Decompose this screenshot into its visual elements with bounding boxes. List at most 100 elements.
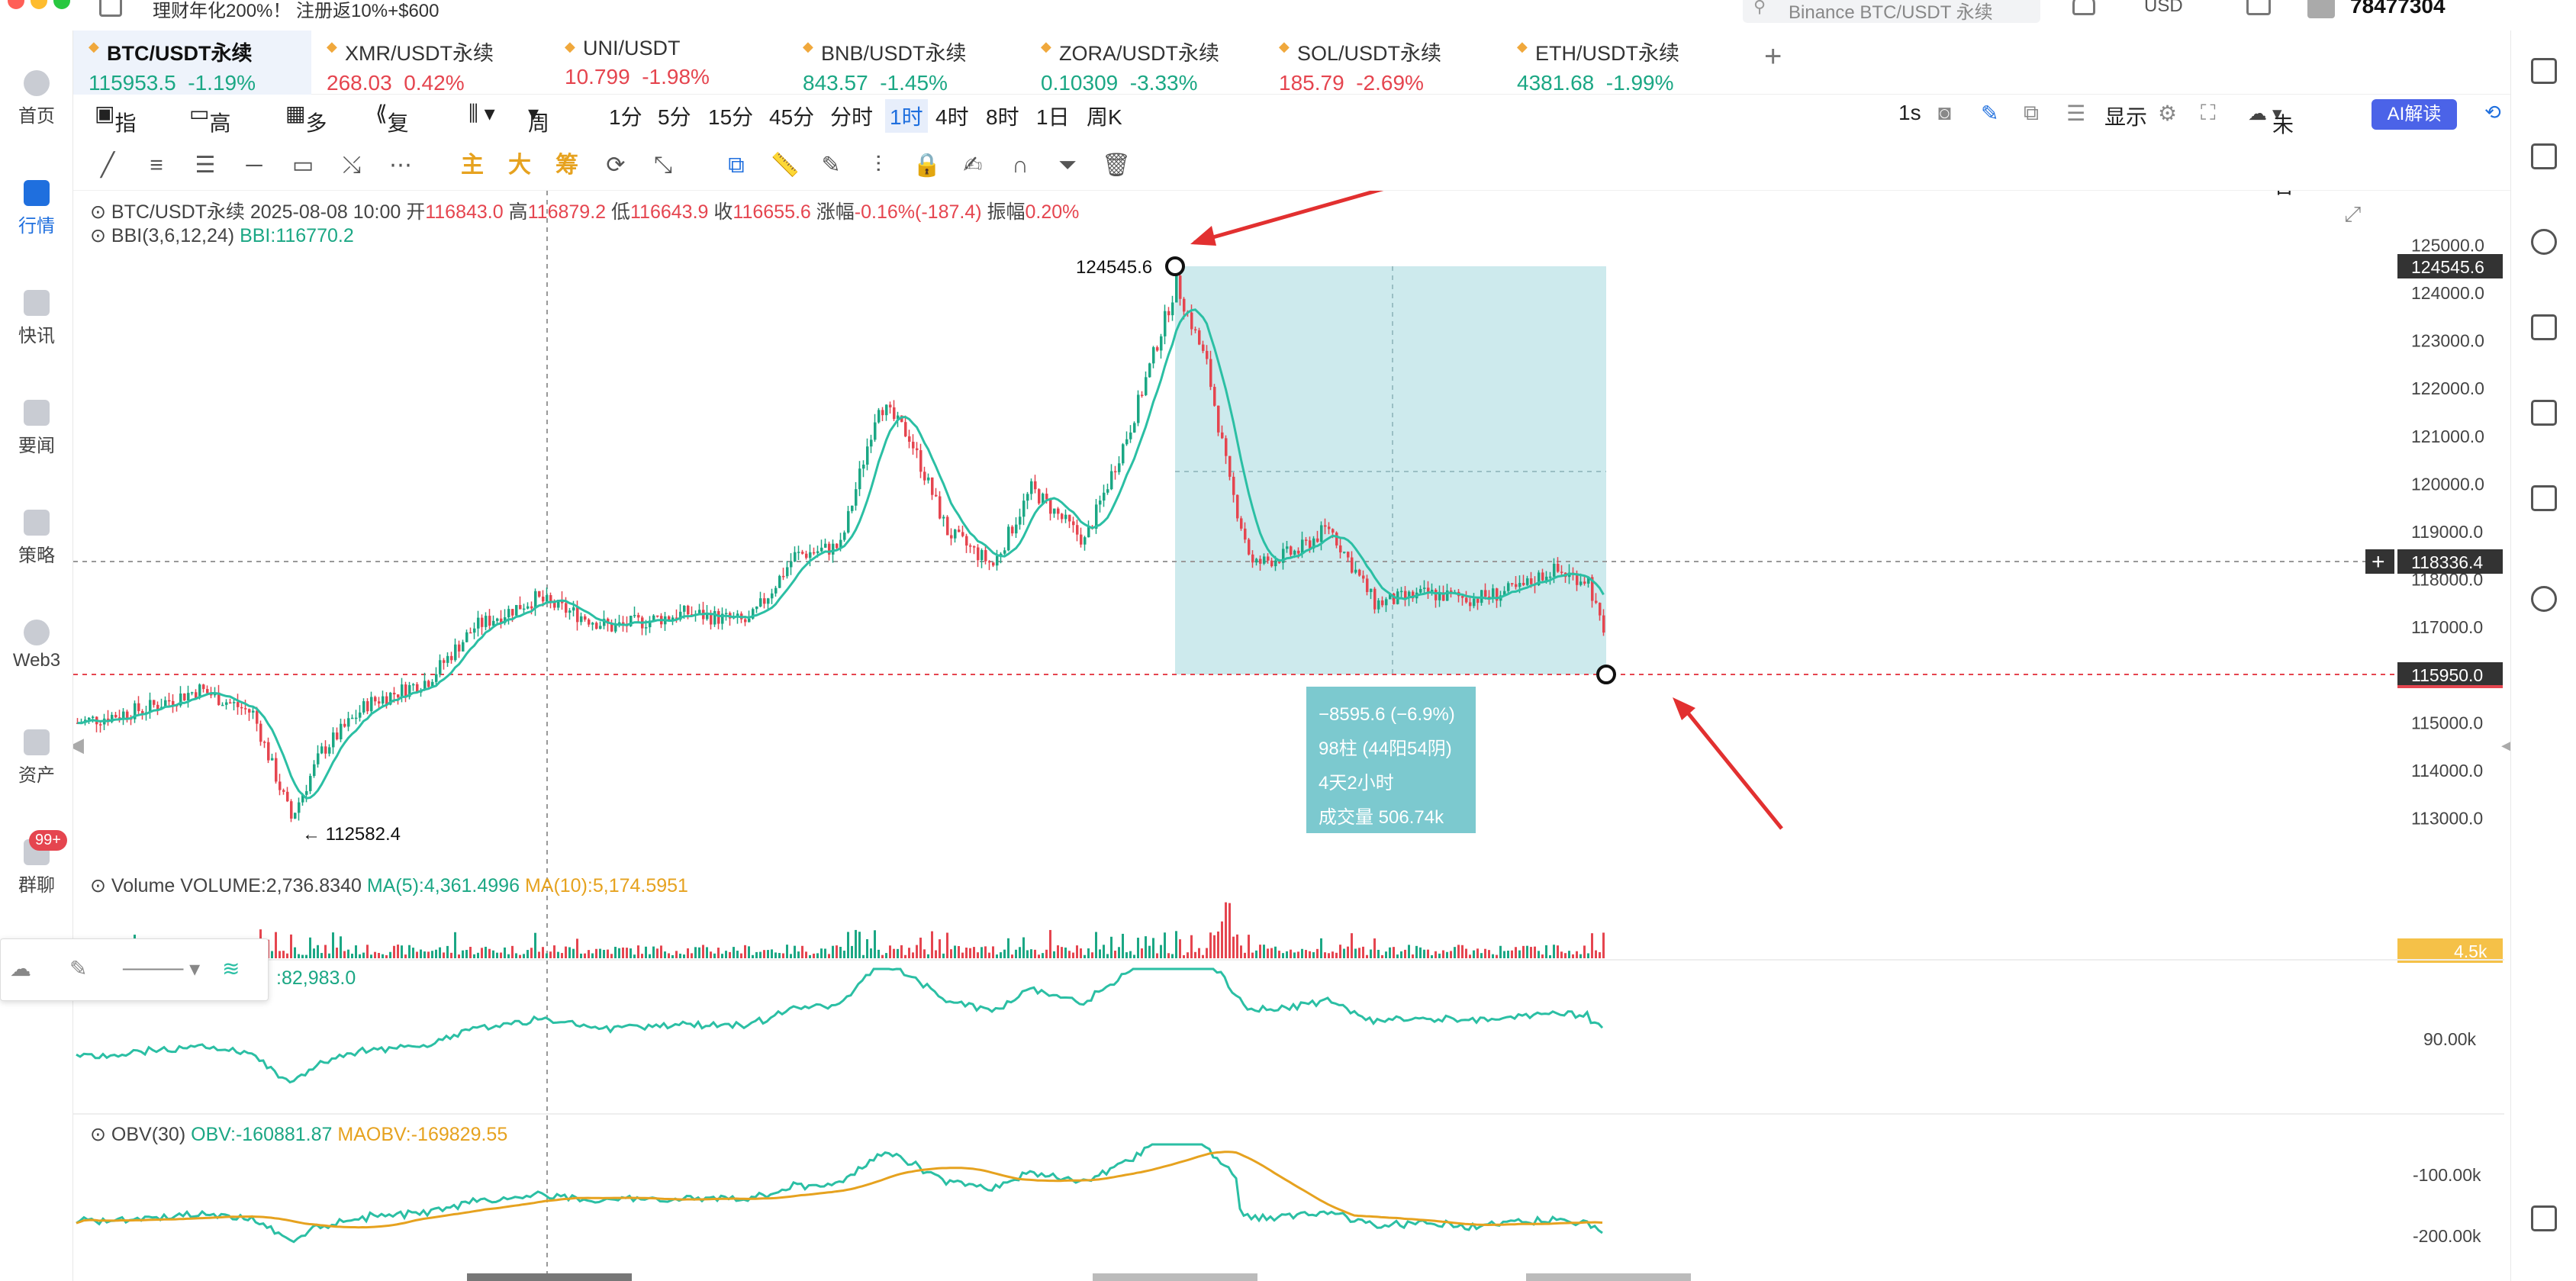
magnet-icon[interactable]: ∩ [1012, 153, 1029, 178]
tab-zora[interactable]: ZORA/USDT永续 0.10309 -3.33% [1026, 31, 1264, 95]
multi-window-button[interactable]: ▦ 多窗 [285, 101, 327, 166]
lock-icon[interactable]: 🔒 [913, 153, 942, 178]
nav-home[interactable]: 首页 [0, 70, 73, 127]
search-input[interactable]: Binance BTC/USDT 永续 [1789, 2, 1993, 23]
list-icon[interactable]: ☰ [2066, 101, 2086, 125]
replay-button[interactable]: ⟪ 复盘 [375, 101, 409, 166]
expand-icon[interactable]: ⤢ [2344, 201, 2361, 227]
copy-icon[interactable]: ⧉ [728, 153, 745, 178]
main-indicator-button[interactable]: 主 [461, 153, 484, 178]
interval-1m[interactable]: 1分 [609, 105, 642, 129]
line-style-dropdown[interactable]: ──── ▾ [123, 957, 201, 980]
interval-15m[interactable]: 15分 [708, 105, 754, 129]
nav-news[interactable]: 要闻 [0, 400, 73, 457]
interval-1w[interactable]: 周K [1087, 105, 1122, 129]
tab-bnb[interactable]: BNB/USDT永续 843.57 -1.45% [787, 31, 1026, 95]
interval-1d[interactable]: 1日 [1036, 105, 1070, 129]
coin-icon[interactable] [2531, 229, 2557, 255]
display-button[interactable]: 显示 [2104, 105, 2148, 129]
channel-icon[interactable]: ☰ [195, 153, 216, 178]
pen-icon[interactable]: ✎ [1981, 101, 1999, 125]
collapse-icon[interactable]: ⊙ [90, 875, 106, 896]
tab-btc[interactable]: BTC/USDT永续 115953.5 -1.19% [73, 31, 311, 95]
bell-icon[interactable] [2072, 0, 2095, 15]
share-icon[interactable]: ⟲ [2484, 101, 2501, 124]
collapse-left-icon[interactable]: ◀ [73, 734, 84, 757]
interval-4h[interactable]: 4时 [935, 105, 969, 129]
interval-45m[interactable]: 45分 [769, 105, 815, 129]
period-dropdown[interactable]: 周期 ▾ [528, 101, 549, 166]
edit-icon[interactable]: ✎ [69, 957, 88, 980]
etf-icon[interactable] [2531, 485, 2557, 511]
price-chart[interactable]: 124545.6 ← 112582.4 125000.0 124000.0 1230… [73, 191, 2510, 1281]
refresh-rate[interactable]: 1s [1898, 101, 1921, 124]
window-controls[interactable] [0, 0, 73, 18]
measure-icon[interactable]: ⤡ [654, 153, 672, 178]
camera-icon[interactable]: ◙ [1938, 101, 1951, 124]
search-box[interactable]: ⚲ Binance BTC/USDT 永续 [1743, 0, 2040, 23]
chip-button[interactable]: 筹 [555, 153, 578, 178]
cross-add-button[interactable] [2365, 549, 2394, 574]
nav-chat[interactable]: 群聊 99+ [0, 830, 73, 896]
tab-sol[interactable]: SOL/USDT永续 185.79 -2.69% [1264, 31, 1502, 95]
fullscreen-icon[interactable]: ⛶ [2201, 101, 2216, 124]
high-marker[interactable] [1165, 256, 1185, 276]
horizontal-line-icon[interactable]: ─ [246, 153, 262, 178]
pattern-icon[interactable]: ⤯ [343, 153, 361, 178]
more-tools-icon[interactable]: ⋯ [389, 153, 412, 178]
user-id[interactable]: 78477304 [2350, 0, 2446, 18]
nav-market[interactable]: 行情 [0, 180, 73, 237]
scrollbar-thumb-2[interactable] [1093, 1273, 1257, 1281]
screen-icon[interactable]: ⧉ [2024, 101, 2039, 124]
indicator-button[interactable]: ▣ 指标 [95, 101, 136, 166]
settings-icon[interactable]: ⚙ [2158, 101, 2178, 125]
nav-flash[interactable]: 快讯 [0, 290, 73, 347]
nav-assets[interactable]: 资产 [0, 729, 73, 787]
depth-icon[interactable] [2531, 400, 2557, 426]
trash-icon[interactable]: 🗑 [1102, 153, 1132, 178]
interval-1h[interactable]: 1时 [885, 99, 928, 133]
candle-icon[interactable]: ⫶ [875, 153, 881, 178]
advanced-button[interactable]: ▭ 高级 [189, 101, 230, 166]
nav-strategy[interactable]: 策略 [0, 510, 73, 567]
scrollbar-thumb-1[interactable] [467, 1273, 632, 1281]
note-icon[interactable]: ✍ [963, 153, 983, 178]
rectangle-icon[interactable]: ▭ [291, 153, 314, 178]
tab-eth[interactable]: ETH/USDT永续 4381.68 -1.99% [1502, 31, 1740, 95]
style-icon[interactable]: ≋ [222, 957, 240, 980]
tab-uni[interactable]: UNI/USDT 10.799 -1.98% [549, 31, 787, 95]
avatar[interactable] [2307, 0, 2335, 18]
grid-icon[interactable] [2531, 1205, 2557, 1231]
sync-icon[interactable]: ⟳ [606, 153, 626, 178]
ruler-icon[interactable]: 📏 [771, 153, 800, 178]
collapse-right-icon[interactable]: ◀ [2501, 734, 2510, 757]
parallel-line-icon[interactable]: ≡ [150, 153, 163, 178]
currency-select[interactable]: USD [2144, 0, 2183, 16]
trend-line-icon[interactable]: ╱ [100, 153, 115, 178]
promo-banner[interactable]: 理财年化200%！ 注册返10%+$600 [153, 1, 440, 21]
ai-interpret-button[interactable]: AI解读 [2372, 99, 2457, 130]
scrollbar-thumb-3[interactable] [1526, 1273, 1691, 1281]
interval-5m[interactable]: 5分 [658, 105, 691, 129]
collapse-icon[interactable]: ⊙ [90, 201, 106, 223]
interval-8h[interactable]: 8时 [986, 105, 1019, 129]
layout-icon[interactable] [2531, 58, 2557, 84]
trend-icon[interactable] [2531, 314, 2557, 340]
layout-name[interactable]: ☁ 未命名 ▾ [2248, 102, 2294, 198]
swap-icon[interactable] [2531, 586, 2557, 612]
collapse-icon[interactable]: ⊙ [90, 1124, 106, 1145]
collapse-icon[interactable]: ⊙ [90, 225, 106, 246]
mail-icon[interactable] [2246, 0, 2271, 15]
interval-timeline[interactable]: 分时 [830, 105, 874, 129]
big-order-button[interactable]: 大 [508, 153, 531, 178]
sidebar-toggle-icon[interactable] [99, 0, 122, 17]
add-tab-icon[interactable]: + [1764, 40, 1782, 73]
brush-icon[interactable]: ✎ [821, 153, 841, 178]
chart-type-button[interactable]: ⫼ ▾ [469, 101, 495, 125]
tab-xmr[interactable]: XMR/USDT永续 268.03 0.42% [311, 31, 549, 95]
orderbook-icon[interactable] [2531, 143, 2557, 169]
filter-icon[interactable]: ⏷ [1058, 153, 1077, 178]
cloud-icon[interactable]: ☁ [10, 957, 31, 980]
current-marker[interactable] [1596, 665, 1616, 684]
nav-web3[interactable]: Web3 [0, 620, 73, 671]
